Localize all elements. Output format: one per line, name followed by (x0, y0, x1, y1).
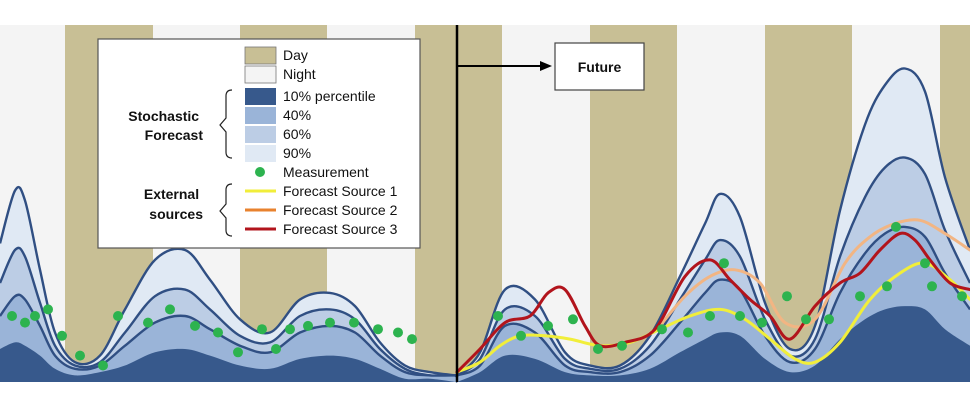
future-arrowhead (540, 61, 552, 71)
legend-swatch-40pct (245, 107, 276, 124)
measurement-point (285, 324, 295, 335)
legend-group-stochastic-line1: Stochastic (128, 108, 199, 124)
measurement-point (271, 344, 281, 354)
measurement-point (75, 350, 85, 361)
legend-group-external-line1: External (144, 186, 199, 202)
legend-label-source-2: Forecast Source 2 (283, 202, 398, 218)
measurement-point (407, 334, 417, 345)
measurement-point (30, 311, 40, 321)
measurement-point (303, 320, 313, 331)
chart-legend: Day Night 10% percentile 40% 60% 90% Mea… (97, 38, 421, 249)
measurement-point (516, 330, 526, 341)
measurement-point (213, 327, 223, 338)
measurement-point (593, 344, 603, 354)
legend-label-90pct: 90% (283, 145, 311, 161)
measurement-point (657, 324, 667, 335)
measurement-point (373, 324, 383, 335)
measurement-point (143, 317, 153, 328)
legend-label-night: Night (283, 66, 316, 82)
measurement-point (855, 291, 865, 302)
legend-swatch-day (244, 46, 277, 65)
legend-label-60pct: 60% (283, 126, 311, 142)
measurement-point (113, 311, 123, 321)
measurement-point (190, 320, 200, 331)
legend-label-measurement: Measurement (283, 164, 369, 180)
forecast-source-3-line (455, 231, 970, 374)
measurement-point (757, 317, 767, 328)
legend-group-external-line2: sources (149, 206, 203, 222)
measurement-point (719, 258, 729, 269)
legend-marker-measurement (255, 167, 265, 177)
measurement-point (257, 324, 267, 335)
measurement-point (493, 311, 503, 321)
future-label: Future (578, 59, 622, 75)
measurement-point (782, 291, 792, 302)
measurement-point (98, 360, 108, 371)
measurement-point (735, 311, 745, 321)
legend-group-stochastic: Stochastic Forecast (128, 108, 203, 143)
measurement-point (57, 330, 67, 341)
future-annotation: Future (458, 42, 645, 91)
forecast-source-lines (455, 218, 970, 374)
legend-swatch-10pct (245, 88, 276, 105)
measurement-point (20, 317, 30, 328)
measurement-point (233, 347, 243, 358)
legend-group-external: External sources (144, 186, 203, 222)
measurement-point (882, 281, 892, 292)
legend-label-day: Day (283, 47, 308, 63)
measurement-point (165, 304, 175, 315)
legend-swatch-60pct (245, 126, 276, 143)
measurement-point (325, 317, 335, 328)
legend-bracket-external (219, 183, 233, 237)
band-area-90pct (0, 306, 970, 383)
day-stripe-3 (415, 25, 502, 382)
measurement-point (393, 327, 403, 338)
legend-swatch-night (244, 65, 277, 84)
measurement-point (568, 314, 578, 325)
forecast-source-2-line (658, 218, 970, 329)
measurement-point (543, 320, 553, 331)
forecast-source-1-line (455, 261, 970, 374)
band-outline-60pct (0, 225, 970, 378)
measurement-points (7, 221, 967, 371)
measurement-point (920, 258, 930, 269)
legend-label-40pct: 40% (283, 107, 311, 123)
measurement-point (927, 281, 937, 292)
measurement-point (957, 291, 967, 302)
measurement-point (43, 304, 53, 315)
band-outline-10pct-percentile (0, 67, 970, 379)
measurement-point (617, 340, 627, 351)
future-box (554, 42, 645, 91)
legend-group-stochastic-line2: Forecast (145, 127, 204, 143)
legend-swatch-90pct (245, 145, 276, 162)
legend-label-source-3: Forecast Source 3 (283, 221, 398, 237)
measurement-point (705, 311, 715, 321)
legend-label-10pct: 10% percentile (283, 88, 376, 104)
measurement-point (683, 327, 693, 338)
measurement-point (801, 314, 811, 325)
measurement-point (891, 221, 901, 232)
legend-label-source-1: Forecast Source 1 (283, 183, 398, 199)
measurement-point (349, 317, 359, 328)
measurement-point (7, 311, 17, 321)
legend-bracket-stochastic (219, 89, 233, 159)
measurement-point (824, 314, 834, 325)
